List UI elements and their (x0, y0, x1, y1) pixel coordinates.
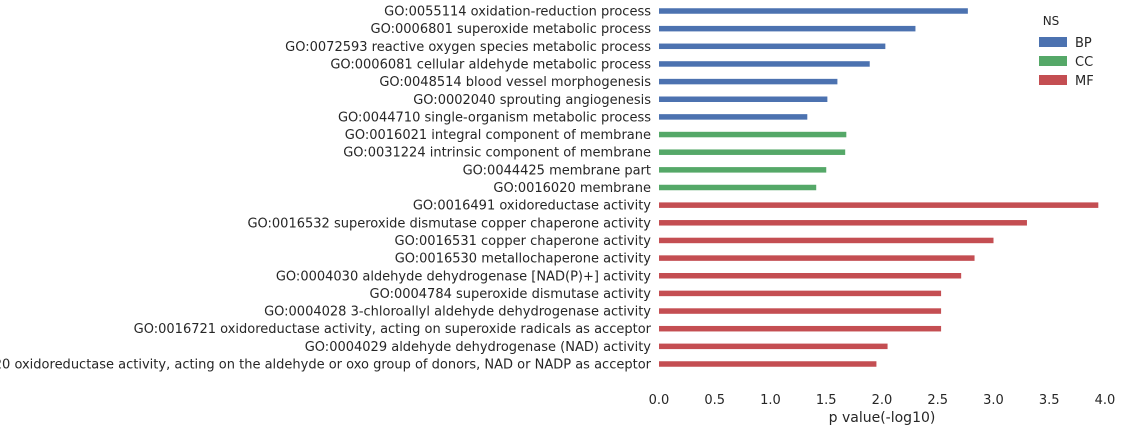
bar-mf (659, 273, 962, 279)
category-label: GO:0044710 single-organism metabolic pro… (338, 110, 651, 125)
category-label: GO:0016530 metallochaperone activity (395, 252, 652, 267)
bars-layer (659, 8, 1099, 367)
bar-mf (659, 220, 1027, 226)
bar-mf (659, 343, 888, 350)
x-tick-label: 1.0 (760, 393, 781, 408)
category-label: GO:0044425 membrane part (463, 163, 651, 178)
category-label: GO:0002040 sprouting angiogenesis (413, 93, 651, 108)
x-tick-label: 3.0 (983, 393, 1004, 408)
bar-bp (659, 78, 838, 85)
category-label: GO:0016531 copper chaperone activity (395, 234, 652, 249)
category-labels: GO:0055114 oxidation-reduction process GO… (0, 5, 652, 373)
bar-bp (659, 96, 828, 102)
bar-cc (659, 149, 846, 155)
x-tick-label: 0.0 (649, 393, 670, 408)
x-tick-label: 3.5 (1039, 393, 1060, 408)
legend-swatch-mf (1039, 75, 1067, 85)
category-label: GO:0004028 3-chloroallyl aldehyde dehydr… (264, 305, 651, 320)
category-label: GO:0004029 aldehyde dehydrogenase (NAD) … (305, 340, 652, 355)
category-label: GO:0016721 oxidoreductase activity, acti… (134, 322, 652, 337)
bar-mf (659, 325, 942, 332)
bar-bp (659, 114, 808, 120)
bar-cc (659, 184, 817, 191)
legend-label-bp: BP (1075, 36, 1092, 51)
legend-swatch-bp (1039, 37, 1067, 47)
category-label: GO:0031224 intrinsic component of membra… (343, 146, 651, 161)
legend: NS BP CC MF (1039, 14, 1094, 89)
category-label: GO:0055114 oxidation-reduction process (384, 5, 651, 20)
legend-title: NS (1043, 14, 1060, 28)
bar-bp (659, 25, 916, 32)
x-tick-label: 2.5 (927, 393, 948, 408)
bar-bp (659, 61, 870, 67)
x-tick-label: 2.0 (872, 393, 893, 408)
category-label: GO:0016021 integral component of membran… (345, 128, 651, 143)
category-label: GO:0006801 superoxide metabolic process (371, 22, 652, 37)
bar-mf (659, 255, 975, 261)
category-label: GO:0016020 membrane (493, 181, 651, 196)
category-label: GO:0048514 blood vessel morphogenesis (379, 75, 651, 90)
x-axis-label: p value(-log10) (829, 410, 936, 426)
bar-mf (659, 308, 942, 314)
bar-mf (659, 202, 1099, 208)
bar-mf (659, 237, 994, 244)
x-axis: 0.0 0.5 1.0 1.5 2.0 2.5 3.0 3.5 4.0 (649, 393, 1116, 408)
x-tick-label: 4.0 (1095, 393, 1116, 408)
category-label: GO:0004784 superoxide dismutase activity (370, 287, 652, 302)
category-label: GO:0016491 oxidoreductase activity (413, 199, 651, 214)
bar-cc (659, 167, 827, 173)
bar-mf (659, 290, 942, 297)
category-label: GO:0016532 superoxide dismutase copper c… (247, 216, 651, 231)
bar-mf (659, 361, 877, 367)
bar-bp (659, 8, 968, 14)
bar-bp (659, 43, 886, 50)
x-tick-label: 0.5 (704, 393, 725, 408)
legend-swatch-cc (1039, 56, 1067, 66)
category-label: GO:0016620 oxidoreductase activity, acti… (0, 358, 652, 373)
bar-cc (659, 131, 847, 138)
category-label: GO:0006081 cellular aldehyde metabolic p… (330, 57, 651, 72)
legend-label-cc: CC (1075, 55, 1093, 70)
category-label: GO:0072593 reactive oxygen species metab… (285, 40, 651, 55)
legend-label-mf: MF (1075, 74, 1094, 89)
x-tick-label: 1.5 (816, 393, 837, 408)
category-label: GO:0004030 aldehyde dehydrogenase [NAD(P… (276, 269, 651, 284)
